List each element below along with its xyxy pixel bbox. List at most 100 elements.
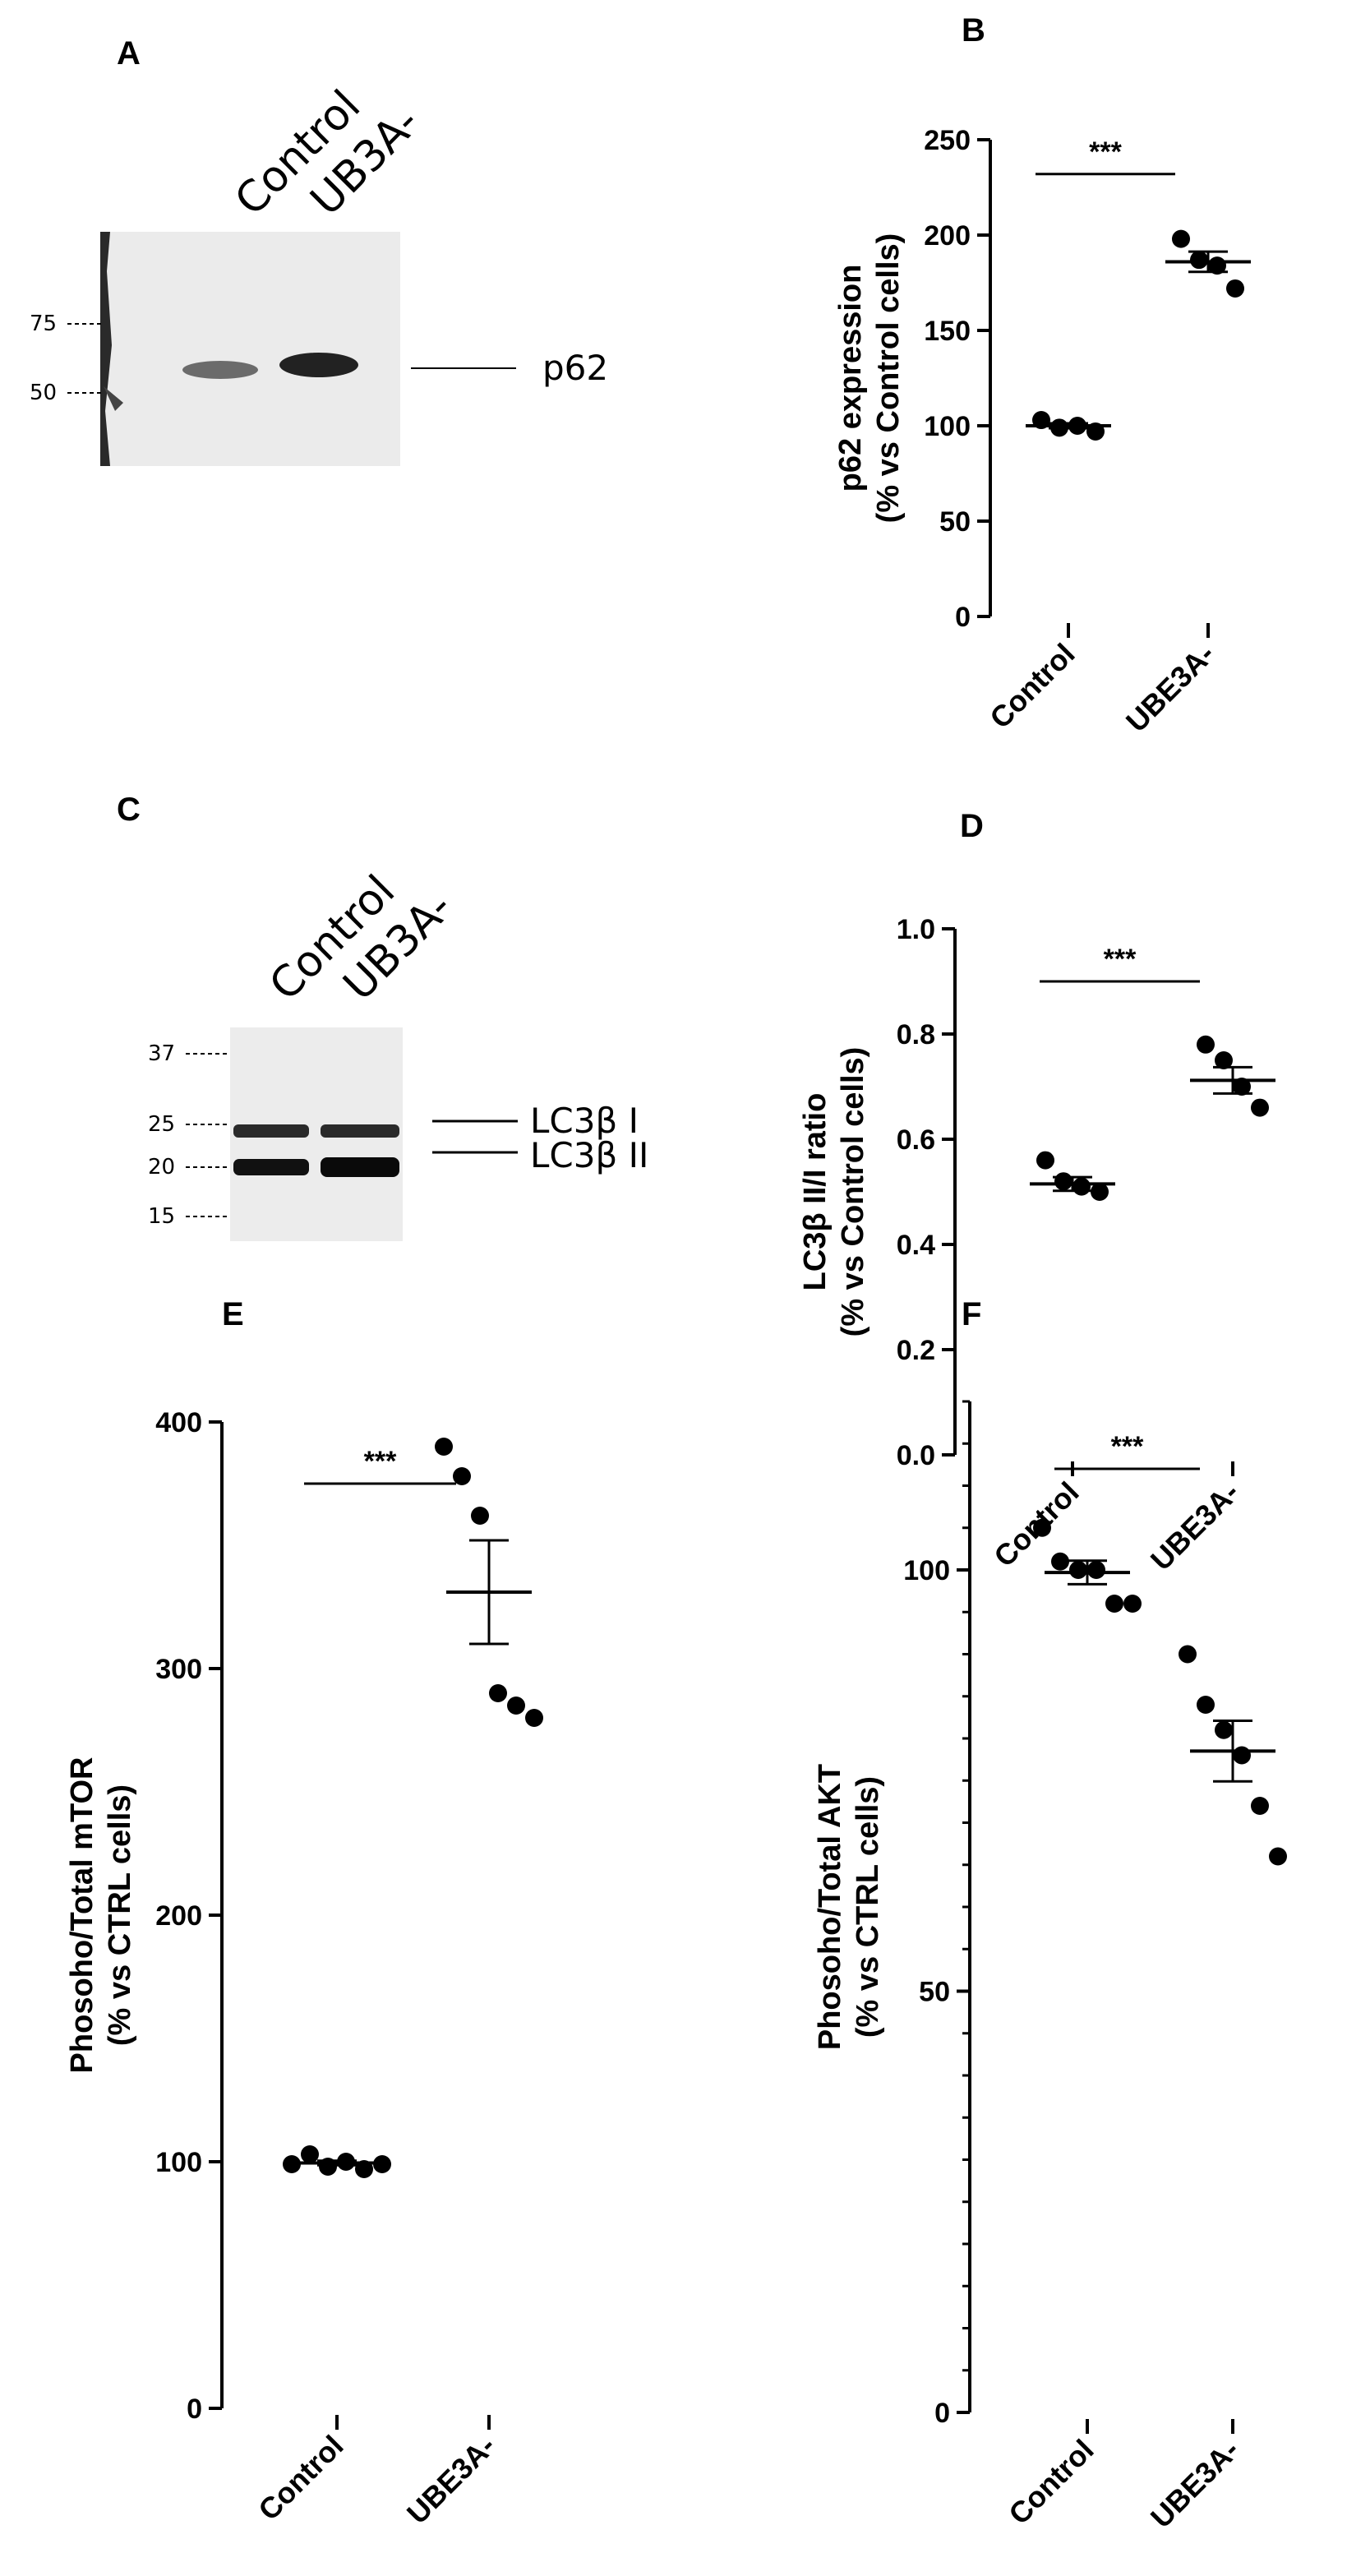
panel-letter-f: F [962,1296,981,1332]
blot-a-ladder-edge [100,232,112,466]
chart-d: D 0.0 0.2 0.4 0.6 0.8 1.0 LC3β II/I ratio (% vs … [798,808,1275,1577]
panel-letter-d: D [960,808,984,844]
x-category-label-e: Control [251,2429,349,2527]
data-point-b [1190,251,1208,270]
data-point-f [1051,1552,1069,1571]
y-axis-title-b: p62 expression (% vs Control cells) [833,233,906,524]
blot-c-band-i-control [233,1124,309,1138]
y-axis-title-line1-e: Phosoho/Total mTOR [65,1757,99,2074]
data-point-f [1251,1797,1269,1815]
data-point-e [489,1684,507,1702]
x-category-label-e: UBE3A- [400,2429,502,2531]
blot-c-marker-15: 15 [148,1204,175,1229]
significance-label-b: *** [1089,136,1122,168]
blot-c-marker-25: 25 [148,1112,175,1137]
y-axis-title-line2-e: (% vs CTRL cells) [103,1784,137,2046]
x-category-label-b: Control [983,637,1081,735]
data-point-f [1033,1518,1051,1537]
panel-a-blot: A Control UB3A- 75 50 p62 [30,35,608,466]
y-tick-label-f: 50 [919,1977,950,2008]
data-point-d [1197,1035,1215,1054]
y-tick-label-f: 0 [934,2398,950,2429]
data-point-e [435,1438,453,1456]
data-point-d [1251,1098,1269,1117]
y-tick-label-b: 0 [955,602,971,633]
y-axis-title-line2-d: (% vs Control cells) [836,1047,870,1337]
chart-b: B 0 50 100 150 200 250 p62 expression (% vs Cont… [833,12,1251,738]
blot-a-band-label: p62 [542,348,608,388]
panel-c-blot: C Control UB3A- 37 25 20 15 LC3β I LC3β … [117,792,648,1241]
y-tick-label-b: 150 [924,316,971,347]
y-axis-title-f: Phosoho/Total AKT (% vs CTRL cells) [813,1764,885,2050]
y-axis-title-line2-f: (% vs CTRL cells) [851,1776,885,2038]
data-point-e [301,2145,319,2163]
blot-c-band-label-ii: LC3β II [530,1135,648,1175]
y-axis-title-line1-b: p62 expression [833,265,868,492]
blot-a-ladder-mark [104,386,123,411]
y-tick-label-d: 0.6 [897,1124,935,1156]
x-category-label-f: Control [1002,2433,1100,2531]
blot-c-band-label-i: LC3β I [530,1101,639,1141]
y-tick-label-d: 0.2 [897,1335,935,1366]
x-category-label-f: UBE3A- [1144,2433,1246,2535]
data-point-f [1105,1595,1123,1613]
data-point-b [1172,229,1190,248]
data-point-f [1123,1595,1142,1613]
blot-c-marker-20: 20 [148,1155,175,1180]
data-point-f [1197,1696,1215,1714]
y-axis-title-d: LC3β II/I ratio (% vs Control cells) [798,1047,870,1337]
significance-label-e: *** [364,1446,397,1477]
x-category-label-b: UBE3A- [1119,637,1221,739]
y-tick-label-e: 300 [155,1654,202,1685]
y-tick-label-b: 200 [924,220,971,252]
y-tick-label-e: 400 [155,1407,202,1438]
data-point-f [1233,1746,1251,1765]
panel-letter-e: E [222,1296,244,1332]
y-tick-label-d: 0.8 [897,1019,935,1050]
y-tick-label-e: 200 [155,1900,202,1932]
data-point-f [1087,1561,1105,1579]
chart-e: E 0 100 200 300 400 Phosoho/Total mTOR (% vs CT… [65,1296,543,2530]
y-tick-label-d: 0.0 [897,1440,935,1471]
y-tick-label-b: 250 [924,125,971,156]
significance-label-d: *** [1104,944,1137,975]
blot-a-marker-50: 50 [30,381,57,405]
y-tick-label-b: 100 [924,411,971,442]
y-tick-label-f: 100 [903,1555,950,1586]
data-point-e [471,1507,489,1525]
blot-c-band-ii-control [233,1159,309,1175]
data-point-f [1069,1561,1087,1579]
data-point-e [525,1709,543,1727]
y-axis-title-line2-b: (% vs Control cells) [871,233,906,524]
y-tick-label-e: 0 [187,2394,202,2425]
significance-label-f: *** [1111,1431,1144,1462]
y-axis-title-line1-f: Phosoho/Total AKT [813,1764,847,2050]
blot-c-band-ii-ube3a [321,1157,399,1177]
data-point-e [453,1467,471,1485]
panel-letter-b: B [962,12,985,48]
data-point-e [507,1697,525,1715]
data-point-d [1091,1183,1109,1201]
blot-a-band-ube3a [279,353,358,377]
blot-a-marker-75: 75 [30,312,57,336]
y-axis-title-e: Phosoho/Total mTOR (% vs CTRL cells) [65,1757,137,2074]
data-point-e [283,2155,301,2173]
x-category-label-d: UBE3A- [1144,1475,1246,1577]
data-point-d [1215,1051,1233,1069]
data-point-e [373,2155,391,2173]
data-point-d [1072,1177,1091,1196]
data-point-d [1054,1172,1072,1191]
data-point-b [1226,279,1244,298]
data-point-d [1233,1078,1251,1096]
y-axis-title-line1-d: LC3β II/I ratio [798,1093,833,1291]
blot-c-marker-37: 37 [148,1041,175,1066]
data-point-f [1179,1645,1197,1664]
data-point-d [1036,1151,1054,1170]
y-tick-label-e: 100 [155,2147,202,2178]
y-tick-label-d: 1.0 [897,914,935,945]
data-point-f [1269,1847,1287,1866]
y-tick-label-b: 50 [939,506,971,538]
data-point-f [1215,1720,1233,1739]
panel-letter-c: C [117,792,141,828]
